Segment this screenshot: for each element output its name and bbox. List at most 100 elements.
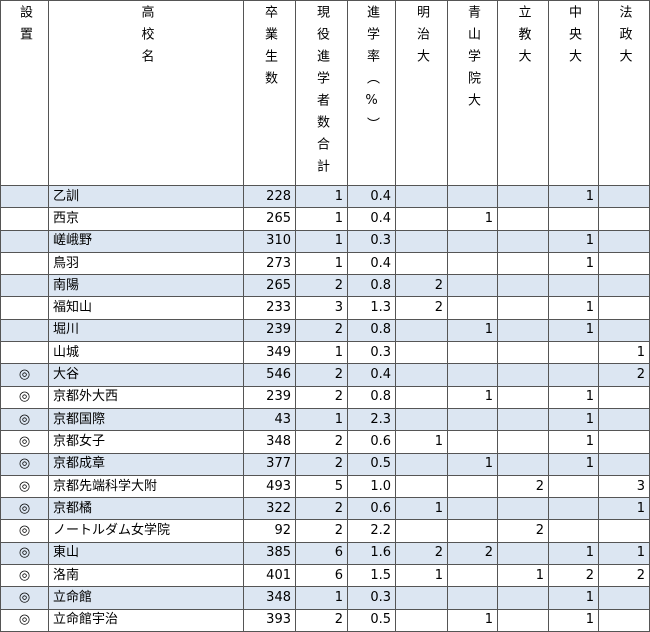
table-cell: 233	[243, 296, 296, 320]
table-cell: ◎	[0, 497, 49, 521]
table-cell	[548, 519, 599, 543]
column-header: 高校名	[48, 0, 244, 186]
table-cell	[497, 296, 549, 320]
table-cell: 1.5	[347, 564, 396, 588]
table-cell: 1	[598, 497, 650, 521]
table-cell	[598, 430, 650, 454]
table-cell: 1	[497, 564, 549, 588]
column-header: 卒業生数	[243, 0, 296, 186]
table-cell	[497, 586, 549, 610]
table-cell: 1	[548, 541, 599, 566]
table-body: 乙訓 228 1 0.4 1 西京 265 1 0.4 1 嵯峨野 310 1 0.3 1 鳥羽 273 1 0.4…	[0, 184, 650, 632]
table-cell	[598, 274, 650, 298]
table-cell	[0, 229, 49, 253]
table-cell: ◎	[0, 452, 49, 476]
table-cell	[0, 207, 49, 231]
table-cell	[447, 274, 498, 298]
table-cell: 1	[395, 497, 448, 521]
table-cell: 嵯峨野	[48, 229, 244, 253]
table-row: 福知山 233 3 1.3 2 1	[0, 296, 650, 320]
table-row: ◎ 東山 385 6 1.6 2 2 1 1	[0, 541, 650, 566]
table-cell	[598, 296, 650, 320]
table-cell	[447, 184, 498, 209]
column-header: 設置	[0, 0, 49, 186]
table-cell: 1	[295, 184, 348, 209]
table-cell: 0.6	[347, 430, 396, 454]
table-cell	[497, 497, 549, 521]
table-cell	[598, 207, 650, 231]
table-cell: 43	[243, 407, 296, 432]
table-cell: 2	[295, 274, 348, 298]
table-cell: 2.2	[347, 519, 396, 543]
table-cell: 0.8	[347, 318, 396, 343]
table-cell	[598, 407, 650, 432]
table-cell: 2	[598, 363, 650, 387]
table-row: ◎ 京都外大西 239 2 0.8 1 1	[0, 385, 650, 409]
table-cell: 273	[243, 251, 296, 276]
table-row: ◎ ノートルダム女学院 92 2 2.2 2	[0, 519, 650, 543]
table-cell: 立命館宇治	[48, 608, 244, 632]
table-cell: 228	[243, 184, 296, 209]
table-cell: 0.4	[347, 363, 396, 387]
table-cell: 1	[548, 430, 599, 454]
table-cell: 1	[548, 385, 599, 409]
table-cell: 1	[548, 251, 599, 276]
table-row: 嵯峨野 310 1 0.3 1	[0, 229, 650, 253]
table-cell	[497, 207, 549, 231]
table-cell: 310	[243, 229, 296, 253]
table-cell: ◎	[0, 608, 49, 632]
table-cell: 2	[598, 564, 650, 588]
table-cell	[447, 341, 498, 365]
table-cell: 0.5	[347, 452, 396, 476]
table-cell	[447, 497, 498, 521]
table-cell: 1	[395, 430, 448, 454]
table-cell: 0.3	[347, 586, 396, 610]
table-cell: 1.0	[347, 474, 396, 499]
table-cell: 0.8	[347, 274, 396, 298]
table-cell: ◎	[0, 385, 49, 409]
table-cell: 1	[598, 541, 650, 566]
table-cell: 南陽	[48, 274, 244, 298]
table-row: ◎ 洛南 401 6 1.5 1 1 2 2	[0, 564, 650, 588]
table-cell	[598, 608, 650, 632]
table-cell: ノートルダム女学院	[48, 519, 244, 543]
table-cell: 1	[295, 407, 348, 432]
table-row: ◎ 京都先端科学大附 493 5 1.0 2 3	[0, 474, 650, 499]
table-row: 堀川 239 2 0.8 1 1	[0, 318, 650, 343]
table-cell	[548, 363, 599, 387]
table-cell: 0.3	[347, 341, 396, 365]
table-cell: 1	[548, 184, 599, 209]
table-cell	[447, 474, 498, 499]
table-cell	[548, 341, 599, 365]
table-cell: 西京	[48, 207, 244, 231]
table-cell	[598, 229, 650, 253]
table-cell	[497, 341, 549, 365]
table-cell: 239	[243, 318, 296, 343]
table-cell: 1	[395, 564, 448, 588]
table-cell: 2	[497, 519, 549, 543]
table-cell: 1	[548, 229, 599, 253]
table-cell	[497, 251, 549, 276]
table-cell	[447, 430, 498, 454]
table-cell	[548, 497, 599, 521]
table-cell	[447, 363, 498, 387]
table-cell: 京都成章	[48, 452, 244, 476]
table-cell: 福知山	[48, 296, 244, 320]
table-cell	[395, 519, 448, 543]
table-cell: 京都国際	[48, 407, 244, 432]
table-cell: 6	[295, 541, 348, 566]
column-header: 立教大	[497, 0, 549, 186]
table-cell: 0.8	[347, 385, 396, 409]
table-row: ◎ 立命館 348 1 0.3 1	[0, 586, 650, 610]
header-text: 卒業生数	[262, 5, 277, 93]
table-cell: 2	[295, 497, 348, 521]
table-cell: 1	[548, 452, 599, 476]
column-header: 青山学院大	[447, 0, 498, 186]
table-row: 鳥羽 273 1 0.4 1	[0, 251, 650, 276]
table-cell	[395, 452, 448, 476]
table-row: ◎ 立命館宇治 393 2 0.5 1 1	[0, 608, 650, 632]
table-cell	[497, 407, 549, 432]
table-cell: 2	[497, 474, 549, 499]
table-cell: 1	[295, 586, 348, 610]
table-cell	[548, 274, 599, 298]
